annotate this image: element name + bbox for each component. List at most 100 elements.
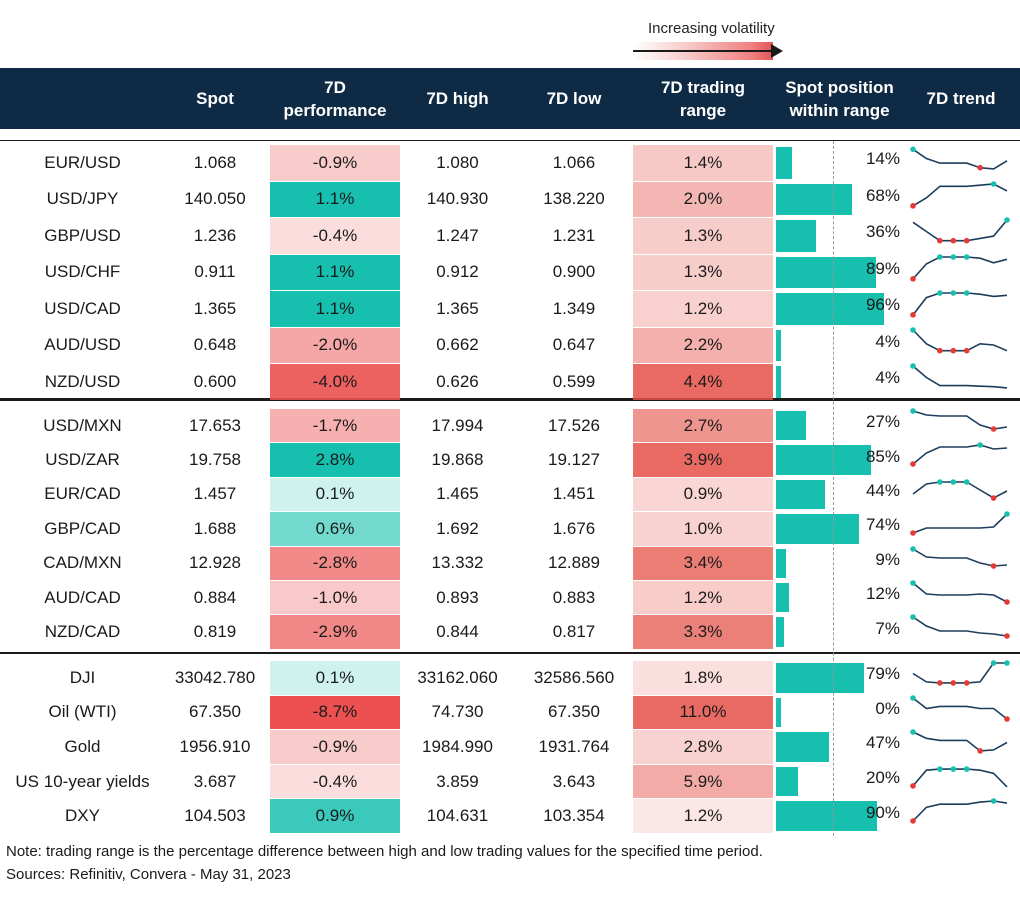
instrument-name: USD/ZAR: [45, 450, 120, 470]
instrument-name: USD/JPY: [46, 189, 119, 209]
trend-line: [912, 696, 1008, 720]
performance-cell: -1.7%: [270, 409, 400, 443]
trend-low-marker: [950, 237, 957, 244]
performance-cell: 0.1%: [270, 661, 400, 695]
trend-low-marker: [950, 680, 957, 686]
performance-cell: -2.9%: [270, 615, 400, 649]
table-row: AUD/CAD 0.884 -1.0% 0.893 0.883 1.2% 12%: [0, 580, 1020, 615]
trend-high-marker: [990, 180, 997, 187]
table-row: GBP/USD 1.236 -0.4% 1.247 1.231 1.3% 36%: [0, 217, 1020, 254]
low-value: 67.350: [548, 702, 600, 722]
trading-range-cell: 3.9%: [633, 443, 773, 477]
performance-cell: 0.6%: [270, 512, 400, 546]
trend-sparkline: [910, 798, 1008, 825]
high-value: 0.662: [436, 335, 479, 355]
trend-line: [912, 731, 1008, 752]
performance-cell: -0.4%: [270, 764, 400, 799]
trend-line: [912, 582, 1008, 603]
low-value: 1.676: [552, 518, 596, 538]
spot-position-label: 14%: [865, 149, 900, 169]
performance-cell: 1.1%: [270, 254, 400, 290]
high-value: 17.994: [431, 415, 484, 435]
trend-high-marker: [990, 660, 997, 666]
instrument-name: DJI: [69, 667, 96, 687]
spot-position-label: 89%: [865, 258, 900, 278]
high-value: 19.868: [431, 450, 484, 470]
trend-high-marker: [910, 614, 916, 621]
high-value: 0.844: [436, 622, 479, 642]
trading-range-cell: 1.3%: [633, 218, 773, 254]
high-value: 104.631: [426, 806, 489, 826]
trend-low-marker: [977, 164, 983, 171]
spot-position-bar: [776, 366, 781, 398]
performance-cell: 2.8%: [270, 443, 400, 477]
trend-low-marker: [963, 680, 970, 686]
trading-range-cell: 1.2%: [633, 291, 773, 327]
high-value: 140.930: [426, 189, 489, 209]
volatility-legend-label: Increasing volatility: [648, 20, 775, 37]
spot-value: 1.068: [193, 152, 237, 172]
spot-position-bar: [776, 514, 859, 544]
instrument-name: NZD/USD: [44, 371, 121, 391]
group-separator: [0, 398, 1020, 401]
arrow-right-icon: [633, 44, 783, 58]
trend-low-marker: [950, 347, 957, 353]
table-row: NZD/CAD 0.819 -2.9% 0.844 0.817 3.3% 7%: [0, 614, 1020, 649]
header-7d-performance: 7D performance: [283, 77, 387, 120]
range-midline: [833, 141, 834, 836]
spot-position-bar: [776, 293, 884, 325]
spot-position-bar: [776, 583, 790, 613]
spot-position-label: 12%: [865, 584, 900, 604]
spot-position-bar: [776, 183, 853, 215]
spot-position-label: 96%: [865, 295, 900, 315]
performance-cell: -0.9%: [270, 730, 400, 764]
instrument-name: EUR/USD: [44, 152, 121, 172]
trend-sparkline: [912, 478, 1008, 501]
trend-line: [912, 444, 1008, 466]
trend-low-marker: [990, 494, 997, 501]
table-row: USD/JPY 140.050 1.1% 140.930 138.220 2.0% 68%: [0, 180, 1020, 217]
trend-line: [912, 182, 1008, 207]
performance-cell: -2.0%: [270, 327, 400, 363]
spot-position-bar: [776, 329, 781, 361]
instrument-name: USD/MXN: [43, 415, 122, 435]
trend-sparkline: [910, 363, 1008, 389]
trend-line: [912, 328, 1008, 352]
spot-position-label: 27%: [865, 412, 900, 432]
table-row: EUR/CAD 1.457 0.1% 1.465 1.451 0.9% 44%: [0, 477, 1020, 512]
spot-position-bar: [776, 548, 787, 578]
performance-cell: 0.9%: [270, 799, 400, 833]
spot-position-label: 36%: [865, 222, 900, 242]
high-value: 0.626: [436, 371, 479, 391]
trend-line: [912, 616, 1008, 638]
low-value: 1.451: [552, 484, 596, 504]
low-value: 0.883: [552, 587, 596, 607]
high-value: 3.859: [436, 771, 479, 791]
trend-low-marker: [1004, 633, 1010, 640]
performance-cell: -0.4%: [270, 218, 400, 254]
spot-value: 0.648: [193, 335, 237, 355]
low-value: 12.889: [548, 553, 600, 573]
low-value: 0.900: [552, 262, 596, 282]
trend-sparkline: [912, 217, 1010, 244]
trend-high-marker: [963, 253, 970, 260]
table-row: DJI 33042.780 0.1% 33162.060 32586.560 1.8% 79…: [0, 660, 1020, 695]
volatility-legend: Increasing volatility: [633, 14, 793, 64]
trend-high-marker: [910, 729, 916, 735]
trading-range-cell: 1.8%: [633, 661, 773, 695]
high-value: 33162.060: [417, 667, 498, 687]
table-row: CAD/MXN 12.928 -2.8% 13.332 12.889 3.4% 9%: [0, 545, 1020, 580]
instrument-name: USD/CAD: [44, 298, 121, 318]
instrument-name: AUD/USD: [44, 335, 121, 355]
spot-value: 1.236: [193, 225, 237, 245]
spot-value: 104.503: [184, 806, 246, 826]
spot-position-label: 90%: [865, 802, 900, 822]
trend-line: [912, 768, 1008, 788]
high-value: 1.465: [436, 484, 479, 504]
trading-range-cell: 2.0%: [633, 181, 773, 217]
trend-line: [912, 800, 1008, 822]
trend-high-marker: [910, 408, 916, 414]
low-value: 1.349: [552, 298, 596, 318]
trend-high-marker: [910, 545, 916, 552]
spot-position-bar: [776, 801, 877, 831]
